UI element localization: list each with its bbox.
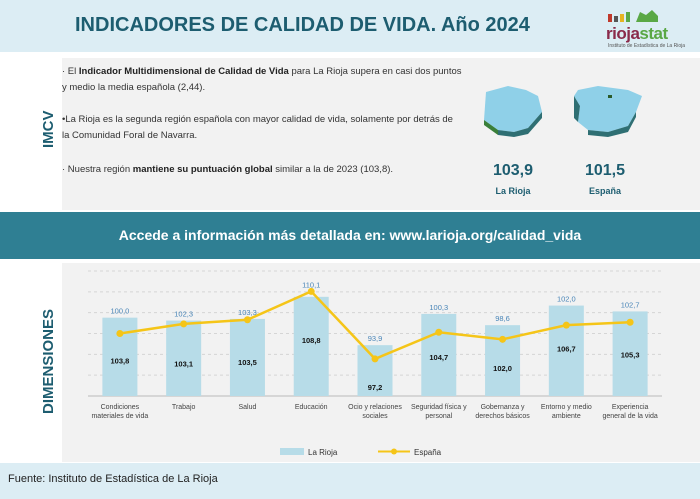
bar-label: 103,5 (238, 358, 257, 367)
line-label: 102,3 (174, 310, 193, 319)
logo-text-b: stat (639, 24, 668, 43)
la-rioja-map-icon (484, 86, 542, 137)
line-label: 93,9 (368, 334, 383, 343)
spain-map-icon (574, 86, 642, 137)
bar-label: 106,7 (557, 345, 576, 354)
legend-espana: España (414, 448, 442, 457)
header: INDICADORES DE CALIDAD DE VIDA. Año 2024… (0, 0, 700, 52)
bar-label: 103,8 (110, 357, 129, 366)
line-label: 100,0 (110, 307, 129, 316)
point-espana (307, 287, 315, 295)
dimensions-label: DIMENSIONES (40, 308, 57, 414)
point-espana (562, 321, 570, 329)
bullet-1-pre: · El (62, 66, 79, 77)
category-label: derechos básicos (475, 413, 530, 420)
kpi-espana: 101,5 España (570, 162, 640, 196)
category-label: ambiente (552, 413, 581, 420)
bar-la-rioja (548, 305, 584, 396)
bar-label: 104,7 (429, 353, 448, 362)
bullet-3-pre: · Nuestra región (62, 164, 133, 175)
imcv-label: IMCV (40, 110, 57, 149)
category-label: Gobernanza y (481, 404, 525, 411)
bullet-3: · Nuestra región mantiene su puntuación … (62, 162, 462, 178)
line-label: 98,6 (495, 314, 510, 323)
imcv-section: IMCV · El Indicador Multidimensional de … (0, 52, 700, 212)
kpi-la-rioja-label: La Rioja (495, 186, 531, 196)
bar-la-rioja (229, 318, 265, 396)
dimensions-chart: 103,8 100,0 Condiciones materiales de vida 1… (88, 270, 662, 457)
point-espana (435, 328, 443, 336)
bar-label: 108,8 (302, 336, 321, 345)
bar-la-rioja (293, 296, 329, 396)
logo-subtitle: Instituto de Estadística de La Rioja (608, 43, 685, 49)
point-espana (180, 320, 188, 328)
category-label: Salud (238, 404, 256, 411)
category-label: Experiencia (612, 404, 649, 411)
bullet-1-post: para La Rioja supera en casi dos puntos … (62, 66, 462, 93)
category-label: personal (425, 413, 452, 420)
bullet-3-bold: mantiene su puntuación global (132, 164, 273, 175)
category-label: Trabajo (172, 404, 196, 411)
category-label: Seguridad física y (411, 404, 467, 411)
line-label: 103,3 (238, 308, 257, 317)
bar-la-rioja (421, 313, 457, 396)
kpi-espana-label: España (588, 186, 621, 196)
bar-label: 103,1 (174, 360, 193, 369)
page-title: INDICADORES DE CALIDAD DE VIDA. Año 2024 (75, 14, 530, 36)
category-label: Ocio y relaciones (348, 404, 402, 411)
point-espana (371, 355, 379, 363)
point-espana (243, 316, 251, 324)
line-label: 110,1 (302, 280, 320, 289)
legend-marker-espana (391, 448, 397, 455)
category-label: materiales de vida (91, 413, 148, 420)
category-label: Condiciones (101, 404, 140, 411)
category-label: Educación (295, 404, 328, 411)
bar-la-rioja (166, 320, 202, 396)
logo-text-a: rioja (606, 24, 640, 43)
bullet-2: •La Rioja es la segunda región española … (62, 112, 462, 144)
category-label: Entorno y medio (541, 404, 592, 411)
info-link-banner[interactable]: Accede a información más detallada en: w… (0, 212, 700, 259)
bar-label: 102,0 (493, 364, 512, 373)
category-label: general de la vida (602, 413, 657, 420)
bar-label: 97,2 (368, 383, 383, 392)
kpi-la-rioja: 103,9 La Rioja (478, 162, 548, 196)
category-label: sociales (362, 413, 388, 420)
point-espana (116, 330, 124, 337)
footer-source: Fuente: Instituto de Estadística de La R… (0, 463, 700, 499)
riojastat-logo: riojastat Instituto de Estadística de La… (606, 6, 696, 50)
bullet-1: · El Indicador Multidimensional de Calid… (62, 64, 462, 96)
logo-mark-icon (608, 10, 658, 22)
line-label: 102,0 (557, 295, 576, 304)
legend-swatch-la-rioja (280, 448, 304, 455)
bullet-1-bold: Indicador Multidimensional de Calidad de… (78, 66, 289, 77)
bar-label: 105,3 (621, 350, 640, 359)
line-label: 102,7 (621, 300, 640, 309)
legend-la-rioja: La Rioja (308, 448, 338, 457)
point-espana (499, 335, 507, 343)
bullet-3-post: similar a la de 2023 (103,8). (272, 164, 394, 175)
dimensions-section: DIMENSIONES 103,8 100,0 Condiciones materia… (0, 259, 700, 462)
point-espana (626, 318, 634, 326)
kpi-la-rioja-value: 103,9 (492, 162, 534, 179)
bullet-2-text: •La Rioja es la segunda región española … (62, 114, 453, 141)
kpi-espana-value: 101,5 (584, 162, 626, 179)
line-label: 100,3 (429, 303, 448, 312)
